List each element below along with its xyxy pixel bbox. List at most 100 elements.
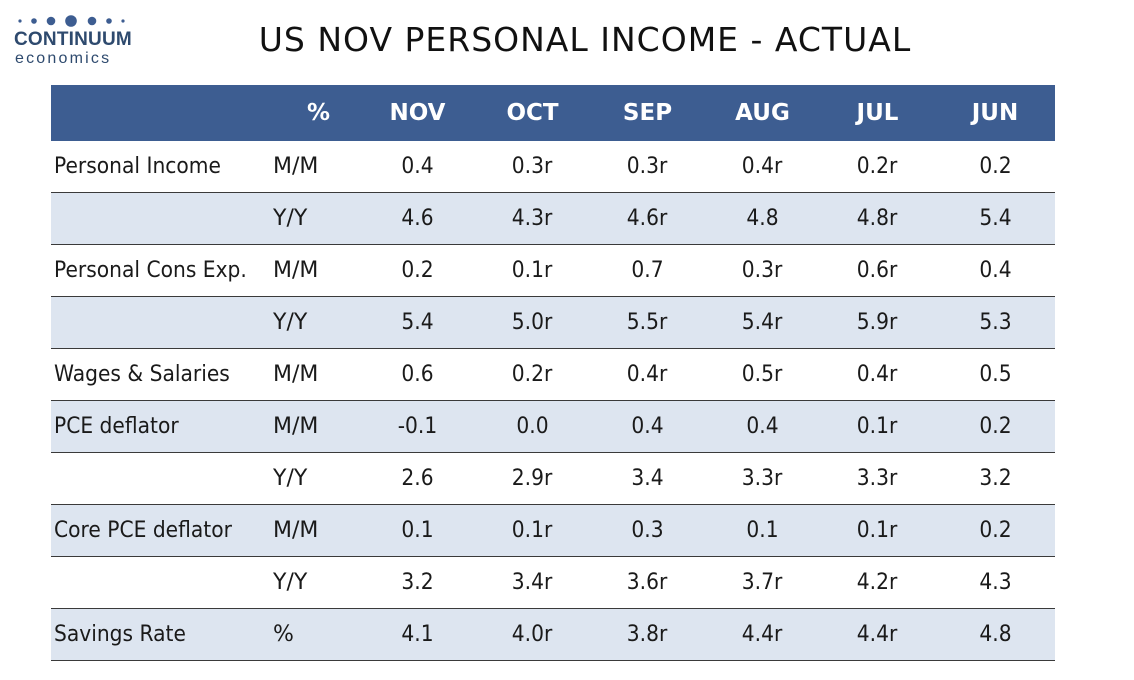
data-value: 3.4 bbox=[631, 466, 664, 491]
data-value: 0.2 bbox=[401, 258, 434, 283]
data-cell: 2.9r bbox=[475, 452, 590, 505]
data-value: 0.3 bbox=[631, 518, 664, 543]
header-blank-cell bbox=[51, 85, 270, 141]
data-cell: 4.8 bbox=[705, 192, 820, 245]
row-unit: M/M bbox=[270, 141, 360, 193]
data-cell: 0.2 bbox=[935, 141, 1055, 193]
data-cell: 0.2r bbox=[820, 141, 935, 193]
data-value: 0.2 bbox=[978, 154, 1012, 179]
logo-dots-icon bbox=[18, 15, 125, 27]
data-cell: 5.4 bbox=[935, 192, 1055, 245]
data-value: 5.0r bbox=[512, 310, 553, 335]
table-header-row: % NOV OCT SEP AUG JUL JUN bbox=[51, 85, 1055, 141]
data-table: % NOV OCT SEP AUG JUL JUN Personal Income M/M 0.… bbox=[51, 85, 1055, 661]
data-value: 4.8 bbox=[978, 622, 1012, 647]
row-unit: % bbox=[270, 608, 360, 661]
data-value: 0.5 bbox=[978, 362, 1012, 387]
table-row: Y/Y 3.2 3.4r 3.6r 3.7r 4.2r 4.3 bbox=[51, 556, 1055, 609]
data-cell: 0.3 bbox=[590, 504, 705, 557]
row-unit: Y/Y bbox=[270, 452, 360, 505]
data-cell: -0.1 bbox=[360, 400, 475, 453]
row-label-text: Personal Income bbox=[54, 154, 221, 179]
row-unit: Y/Y bbox=[270, 192, 360, 245]
data-cell: 0.3r bbox=[475, 141, 590, 193]
header-month-cell: OCT bbox=[475, 85, 590, 141]
data-value: 2.9r bbox=[512, 466, 553, 491]
table-body: Personal Income M/M 0.4 0.3r 0.3r 0.4r 0.2r 0.2… bbox=[51, 141, 1055, 661]
data-cell: 4.1 bbox=[360, 608, 475, 661]
data-cell: 0.6r bbox=[820, 244, 935, 297]
data-cell: 5.4r bbox=[705, 296, 820, 349]
data-value: 4.6r bbox=[627, 206, 668, 231]
data-value: 0.3r bbox=[512, 154, 553, 179]
data-value: 5.4 bbox=[978, 206, 1012, 231]
data-value: 3.7r bbox=[742, 570, 783, 595]
data-value: 0.7 bbox=[631, 258, 664, 283]
data-value: 0.1r bbox=[512, 518, 553, 543]
data-cell: 2.6 bbox=[360, 452, 475, 505]
header-month-cell: JUL bbox=[820, 85, 935, 141]
data-cell: 4.8 bbox=[935, 608, 1055, 661]
row-label: Savings Rate bbox=[51, 608, 270, 661]
data-cell: 0.2 bbox=[935, 504, 1055, 557]
data-cell: 4.8r bbox=[820, 192, 935, 245]
data-cell: 0.1r bbox=[475, 244, 590, 297]
data-cell: 0.6 bbox=[360, 348, 475, 401]
data-value: 0.0 bbox=[516, 414, 549, 439]
data-cell: 3.6r bbox=[590, 556, 705, 609]
data-cell: 0.1 bbox=[705, 504, 820, 557]
data-value: 4.8r bbox=[857, 206, 898, 231]
data-cell: 0.4 bbox=[590, 400, 705, 453]
data-cell: 5.3 bbox=[935, 296, 1055, 349]
data-cell: 4.3r bbox=[475, 192, 590, 245]
row-unit: M/M bbox=[270, 348, 360, 401]
data-value: 3.4r bbox=[512, 570, 553, 595]
data-value: 5.4 bbox=[401, 310, 434, 335]
table-row: Wages & Salaries M/M 0.6 0.2r 0.4r 0.5r 0.4r 0.… bbox=[51, 348, 1055, 401]
data-cell: 4.3 bbox=[935, 556, 1055, 609]
data-value: 0.5r bbox=[742, 362, 783, 387]
data-value: 0.1r bbox=[512, 258, 553, 283]
row-label: Wages & Salaries bbox=[51, 348, 270, 401]
row-unit: Y/Y bbox=[270, 296, 360, 349]
table-row: Y/Y 5.4 5.0r 5.5r 5.4r 5.9r 5.3 bbox=[51, 296, 1055, 349]
data-value: 3.2 bbox=[401, 570, 434, 595]
data-cell: 0.2 bbox=[935, 400, 1055, 453]
data-value: 4.3r bbox=[512, 206, 553, 231]
row-label: Personal Cons Exp. bbox=[51, 244, 270, 297]
data-value: 0.6r bbox=[857, 258, 898, 283]
data-cell: 0.4 bbox=[360, 141, 475, 193]
data-cell: 0.4 bbox=[935, 244, 1055, 297]
row-label-text: Core PCE deflator bbox=[54, 518, 232, 543]
data-value: 0.4 bbox=[746, 414, 779, 439]
data-value: 0.4r bbox=[857, 362, 898, 387]
data-cell: 0.4r bbox=[820, 348, 935, 401]
data-value: 0.2r bbox=[512, 362, 553, 387]
data-value: -0.1 bbox=[397, 414, 438, 439]
data-value: 0.1r bbox=[857, 414, 898, 439]
data-value: 3.3r bbox=[857, 466, 898, 491]
data-value: 4.8 bbox=[746, 206, 779, 231]
data-cell: 0.7 bbox=[590, 244, 705, 297]
data-value: 0.1r bbox=[857, 518, 898, 543]
data-value: 4.3 bbox=[978, 570, 1012, 595]
data-value: 0.1 bbox=[746, 518, 779, 543]
data-value: 0.4 bbox=[401, 154, 434, 179]
data-cell: 0.3r bbox=[705, 244, 820, 297]
data-cell: 0.4 bbox=[705, 400, 820, 453]
data-value: 0.2r bbox=[857, 154, 898, 179]
data-cell: 3.7r bbox=[705, 556, 820, 609]
data-value: 5.9r bbox=[857, 310, 898, 335]
data-value: 0.6 bbox=[401, 362, 434, 387]
row-label-text: Personal Cons Exp. bbox=[54, 258, 247, 283]
data-value: 4.1 bbox=[401, 622, 434, 647]
row-label-text: PCE deflator bbox=[54, 414, 179, 439]
data-value: 0.3r bbox=[742, 258, 783, 283]
row-label bbox=[51, 296, 270, 349]
data-value: 0.1 bbox=[401, 518, 434, 543]
data-value: 5.5r bbox=[627, 310, 668, 335]
data-cell: 0.3r bbox=[590, 141, 705, 193]
table-row: PCE deflator M/M -0.1 0.0 0.4 0.4 0.1r 0.2 bbox=[51, 400, 1055, 453]
data-value: 0.2 bbox=[978, 414, 1012, 439]
data-value: 0.2 bbox=[978, 518, 1012, 543]
